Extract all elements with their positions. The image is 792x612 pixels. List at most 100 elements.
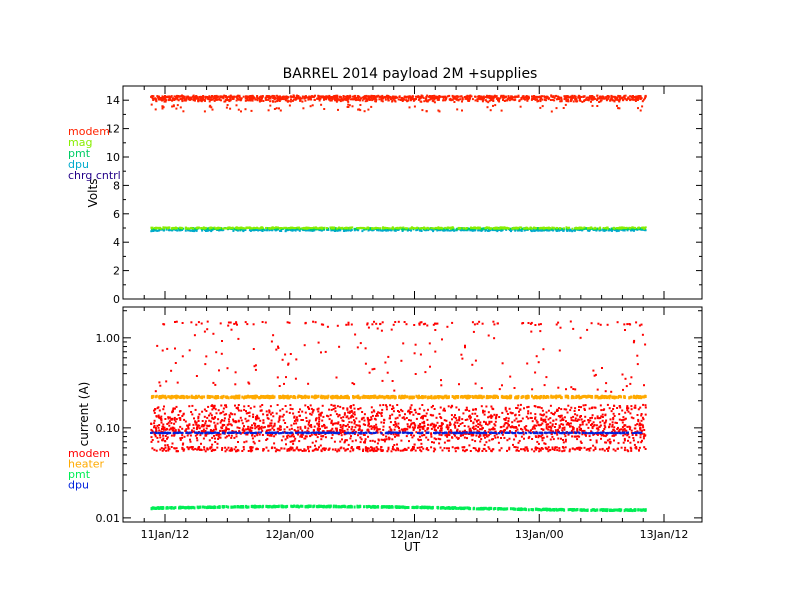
modem-point [195,421,198,424]
modem-outlier-point [347,106,350,108]
series-pmt-points-point [213,227,216,230]
modem-point [579,440,582,443]
series-dpu-points-point [432,228,435,231]
series-modem-points-point [227,99,230,101]
modem-point [169,427,172,430]
series-modem-points-point [471,98,474,101]
modem-point [276,427,279,430]
modem-point [459,423,462,426]
modem-point [622,428,625,431]
modem-point [449,423,452,426]
series-modem-points-point [567,100,570,103]
series-modem-points-point [256,95,259,97]
modem-point [308,419,311,422]
modem-point [625,429,628,432]
modem-point [358,420,361,423]
series-modem-points-point [411,95,414,98]
modem-point [318,425,321,428]
modem-point [181,415,184,417]
modem-point [639,436,642,439]
series-modem-points-point [534,98,537,101]
series-mag-points-point [571,227,574,230]
modem-point [496,436,499,439]
series-modem-points-point [517,95,520,98]
series-modem-points-point [632,98,635,101]
modem-point [611,421,614,424]
modem-point [268,434,271,437]
modem-outlier-point [273,108,276,110]
pmt-point [492,507,495,511]
modem-point [463,425,466,427]
series-modem-points-point [391,99,394,102]
modem-point [637,420,640,423]
pmt-point [437,506,439,510]
modem-point [259,426,262,429]
modem-point [458,430,461,433]
series-dpu-points-point [377,229,380,232]
modem-point [454,421,457,424]
series-mag-points-point [583,226,586,229]
pmt-point [320,504,322,508]
series-modem-points-point [425,96,428,98]
series-dpu-points-point [191,229,194,232]
modem-point [182,442,185,445]
series-modem-points-point [511,95,513,98]
modem-point [335,427,338,430]
modem-point [630,429,633,432]
modem-point [161,428,163,430]
series-modem-points-point [368,99,371,101]
modem-point [363,419,366,422]
series-modem-points-point [466,98,469,101]
modem-point [353,429,356,432]
pmt-point [322,505,324,508]
pmt-point [427,506,430,510]
series-modem-points-point [331,96,334,99]
modem-point [367,420,370,423]
pmt-point [401,505,404,509]
modem-point [247,425,250,428]
pmt-point [500,507,503,511]
modem-point [564,440,567,443]
modem-point [552,438,555,441]
modem-point [195,437,198,440]
series-mag-points-point [492,227,495,230]
modem-point [197,420,200,422]
series-mag-points-point [402,226,405,229]
series-modem-points-point [206,97,209,100]
series-mag-points-point [644,226,647,229]
modem-point [467,425,470,428]
series-dpu-points-point [393,229,396,232]
series-modem-points-point [227,95,230,98]
series-mag-points-point [203,227,206,230]
pmt-point [391,505,394,509]
modem-point [449,429,452,431]
modem-point [364,440,367,443]
pmt-point [490,506,493,510]
modem-point [642,437,645,440]
modem-point [620,428,623,431]
modem-point [168,428,171,431]
series-modem-points-point [299,99,302,102]
series-modem-points-point [461,96,464,99]
series-dpu-points-point [491,228,494,231]
modem-point [503,430,505,433]
series-modem-points-point [285,95,288,98]
series-pmt-points-point [611,228,614,231]
modem-point [206,424,209,427]
modem-point [470,429,473,432]
series-modem-points-point [152,98,155,101]
modem-point [160,430,163,433]
series-modem-points-point [453,96,456,98]
pmt-point [553,508,556,512]
series-pmt-points-point [509,227,512,230]
series-modem-points-point [610,97,613,100]
series-modem-points-point [177,99,180,102]
series-dpu-points-point [330,229,333,232]
series-modem-points-point [165,99,167,102]
modem-point [624,433,627,436]
series-modem-points-point [444,96,447,98]
modem-point [257,424,260,427]
pmt-point [637,508,640,512]
series-modem-points-point [428,98,431,101]
modem-point [590,424,592,426]
